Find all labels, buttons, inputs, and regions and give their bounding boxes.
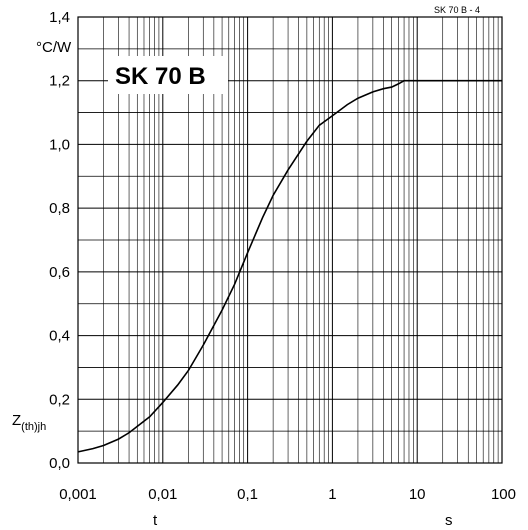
y-axis-symbol-main: Z xyxy=(12,412,21,429)
y-tick-label: 1,0 xyxy=(49,136,70,153)
y-tick-label: 1,4 xyxy=(49,9,70,26)
y-tick-label: 0,6 xyxy=(49,264,70,281)
y-tick-label: 0,2 xyxy=(49,391,70,408)
x-axis-symbol: t xyxy=(153,512,158,529)
y-axis-symbol: Z(th)jh xyxy=(12,412,46,433)
chart-title: SK 70 B xyxy=(115,63,206,90)
x-tick-label: 1 xyxy=(328,486,336,503)
x-tick-label: 0,1 xyxy=(237,486,258,503)
y-unit-label: °C/W xyxy=(36,39,72,56)
y-axis-symbol-subscript: (th)jh xyxy=(21,421,46,433)
x-unit-label: s xyxy=(445,512,453,529)
y-tick-labels: 0,0 0,2 0,4 0,6 0,8 1,0 1,2 1,4 xyxy=(49,9,70,472)
x-tick-label: 0,001 xyxy=(59,486,97,503)
figure-id-box xyxy=(430,3,502,15)
x-tick-labels: 0,001 0,01 0,1 1 10 100 xyxy=(59,486,516,503)
y-tick-label: 0,0 xyxy=(49,455,70,472)
x-tick-label: 100 xyxy=(491,486,516,503)
x-tick-label: 10 xyxy=(409,486,426,503)
y-tick-label: 1,2 xyxy=(49,73,70,90)
figure-id: SK 70 B - 4 xyxy=(434,5,480,15)
title-box xyxy=(108,56,228,94)
impedance-curve xyxy=(77,79,502,453)
y-tick-label: 0,4 xyxy=(49,328,70,345)
plot-frame xyxy=(77,16,503,464)
y-tick-label: 0,8 xyxy=(49,200,70,217)
x-tick-label: 0,01 xyxy=(148,486,177,503)
